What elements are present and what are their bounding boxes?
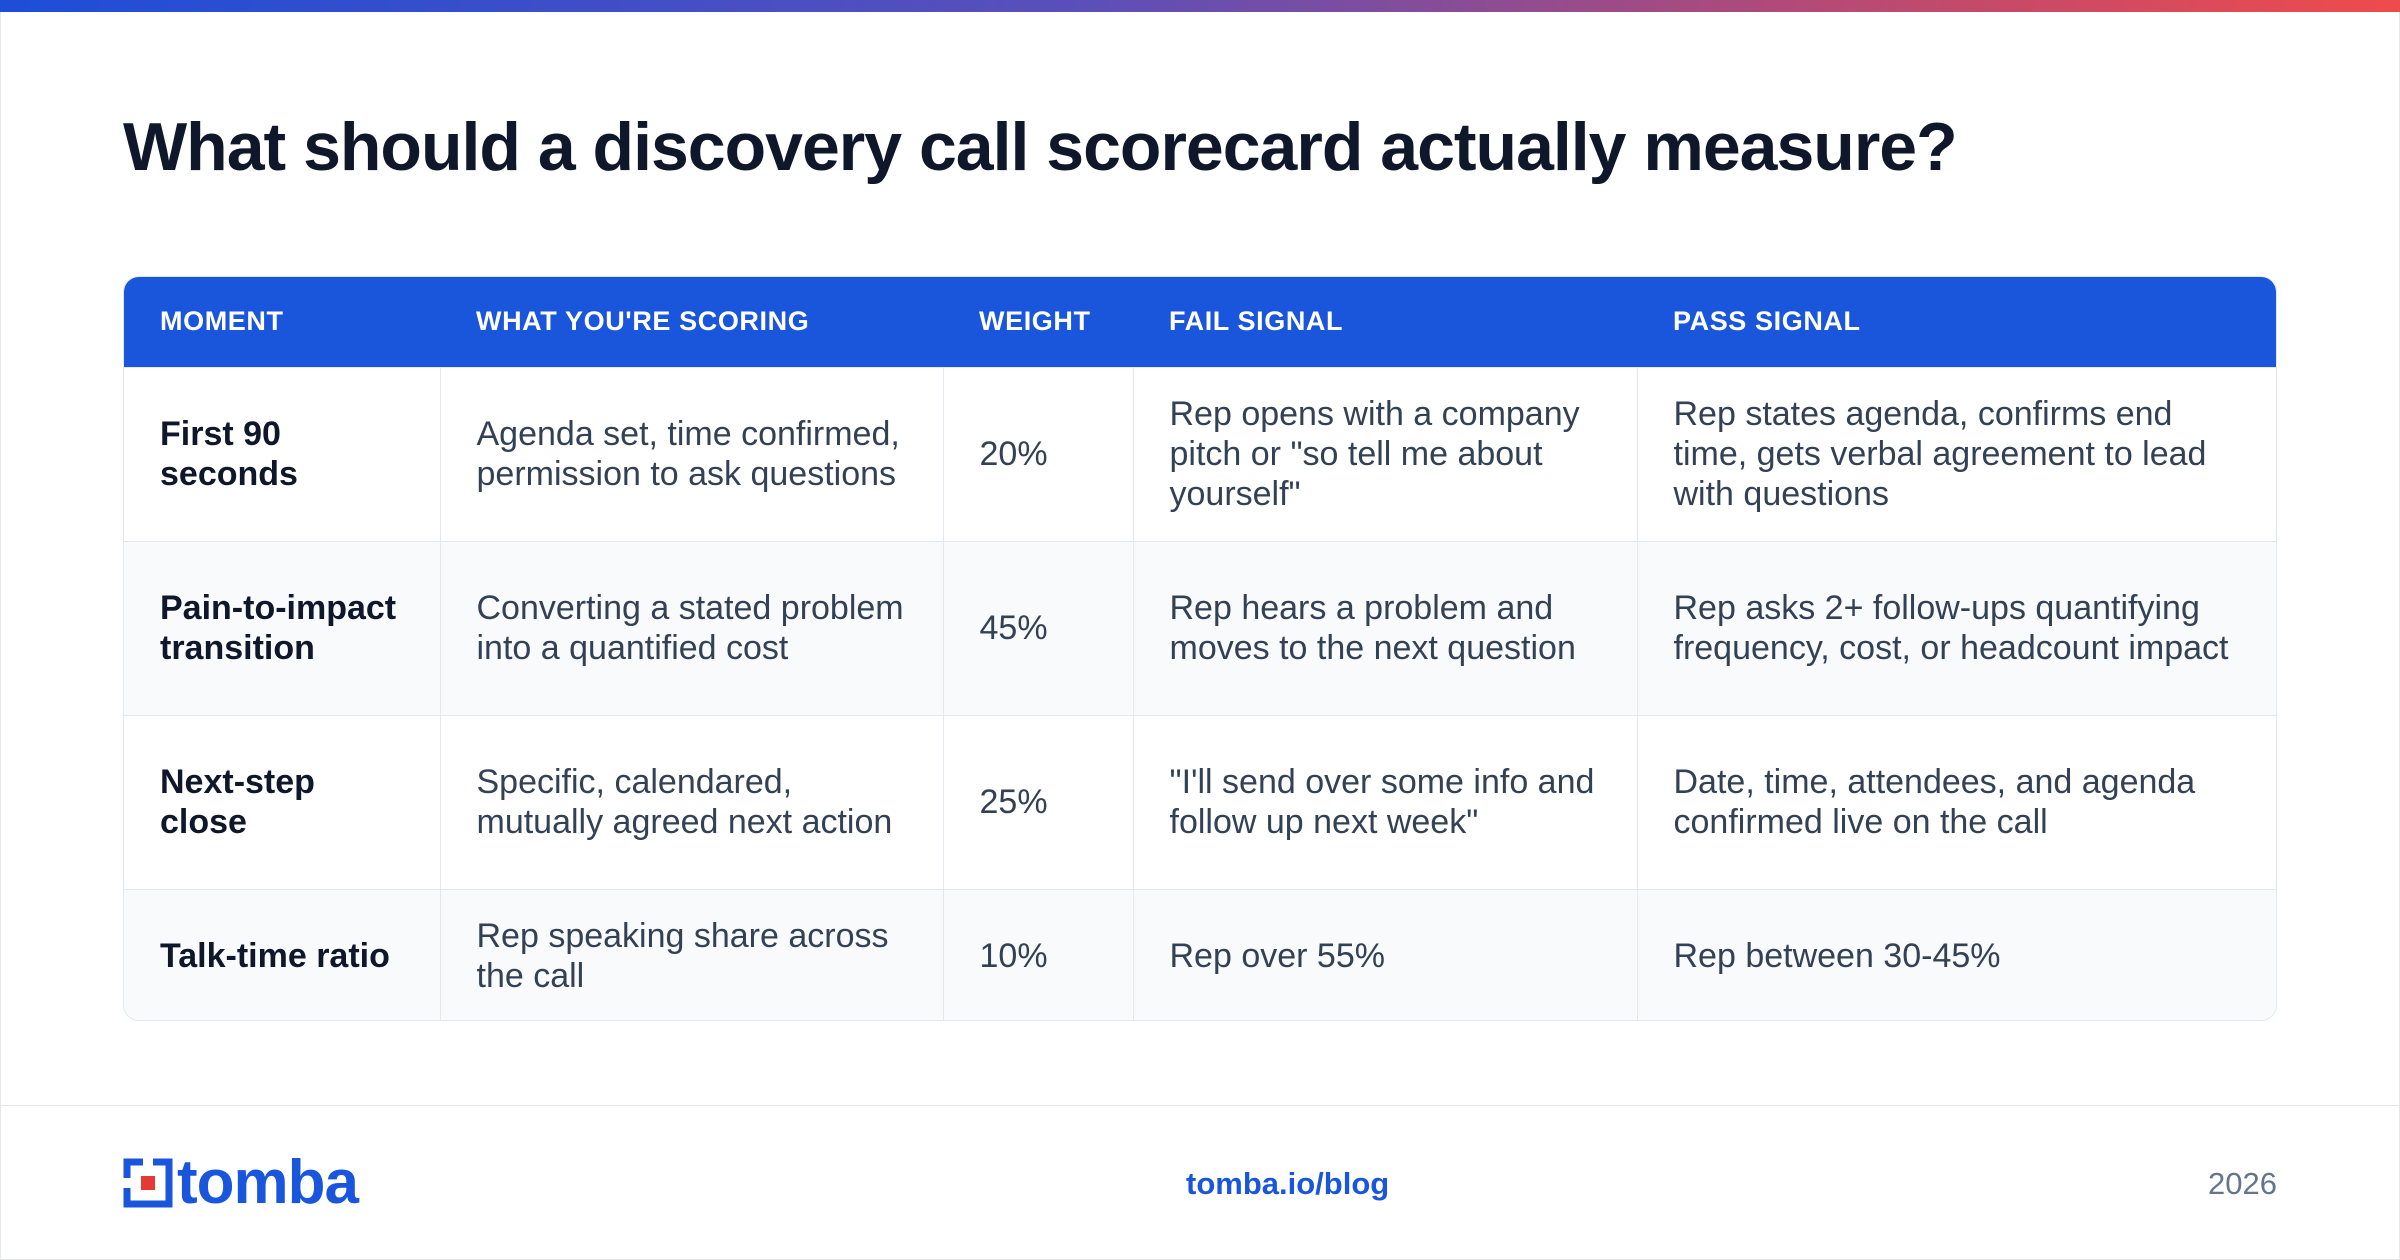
fail-signal-cell: "I'll send over some info and follow up … [1132,715,1637,889]
footer-divider [0,1105,2400,1106]
blog-link[interactable]: tomba.io/blog [1186,1166,1390,1201]
scorecard-table: MOMENT WHAT YOU'RE SCORING WEIGHT FAIL S… [124,277,2276,1020]
header-weight: WEIGHT [979,306,1091,337]
pass-signal-cell: Rep states agenda, confirms end time, ge… [1636,367,2276,541]
tomba-logo-icon [123,1158,173,1208]
moment-cell: First 90 seconds [160,415,298,493]
table-header-row: MOMENT WHAT YOU'RE SCORING WEIGHT FAIL S… [124,277,2276,367]
footer-year: 2026 [2208,1166,2277,1201]
weight-cell: 10% [942,889,1133,1020]
fail-signal-cell: Rep hears a problem and moves to the nex… [1132,541,1637,715]
table-row: Next-step close Specific, calendared, mu… [124,715,2276,889]
table-row: First 90 seconds Agenda set, time confir… [124,367,2276,541]
scoring-cell: Specific, calendared, mutually agreed ne… [439,715,943,889]
moment-cell: Pain-to-impact transition [160,589,397,667]
scorecard-table-container: MOMENT WHAT YOU'RE SCORING WEIGHT FAIL S… [123,276,2277,1021]
pass-signal-cell: Rep between 30-45% [1636,889,2276,1020]
fail-signal-cell: Rep opens with a company pitch or "so te… [1132,367,1637,541]
header-moment: MOMENT [160,306,284,337]
top-gradient-bar [0,0,2400,12]
page-title: What should a discovery call scorecard a… [123,109,1958,185]
fail-signal-cell: Rep over 55% [1132,889,1637,1020]
weight-cell: 20% [942,367,1133,541]
scoring-cell: Rep speaking share across the call [439,889,943,1020]
moment-cell: Next-step close [160,763,315,841]
header-pass-signal: PASS SIGNAL [1673,306,1861,337]
weight-cell: 45% [942,541,1133,715]
table-row: Pain-to-impact transition Converting a s… [124,541,2276,715]
scoring-cell: Agenda set, time confirmed, permission t… [439,367,943,541]
moment-cell: Talk-time ratio [160,936,390,975]
scoring-cell: Converting a stated problem into a quant… [439,541,943,715]
logo-wordmark: tomba [177,1148,359,1217]
header-fail-signal: FAIL SIGNAL [1169,306,1344,337]
tomba-logo: tomba [123,1148,359,1217]
header-scoring: WHAT YOU'RE SCORING [476,306,810,337]
weight-cell: 25% [942,715,1133,889]
table-row: Talk-time ratio Rep speaking share acros… [124,889,2276,1020]
pass-signal-cell: Date, time, attendees, and agenda confir… [1636,715,2276,889]
pass-signal-cell: Rep asks 2+ follow-ups quantifying frequ… [1636,541,2276,715]
